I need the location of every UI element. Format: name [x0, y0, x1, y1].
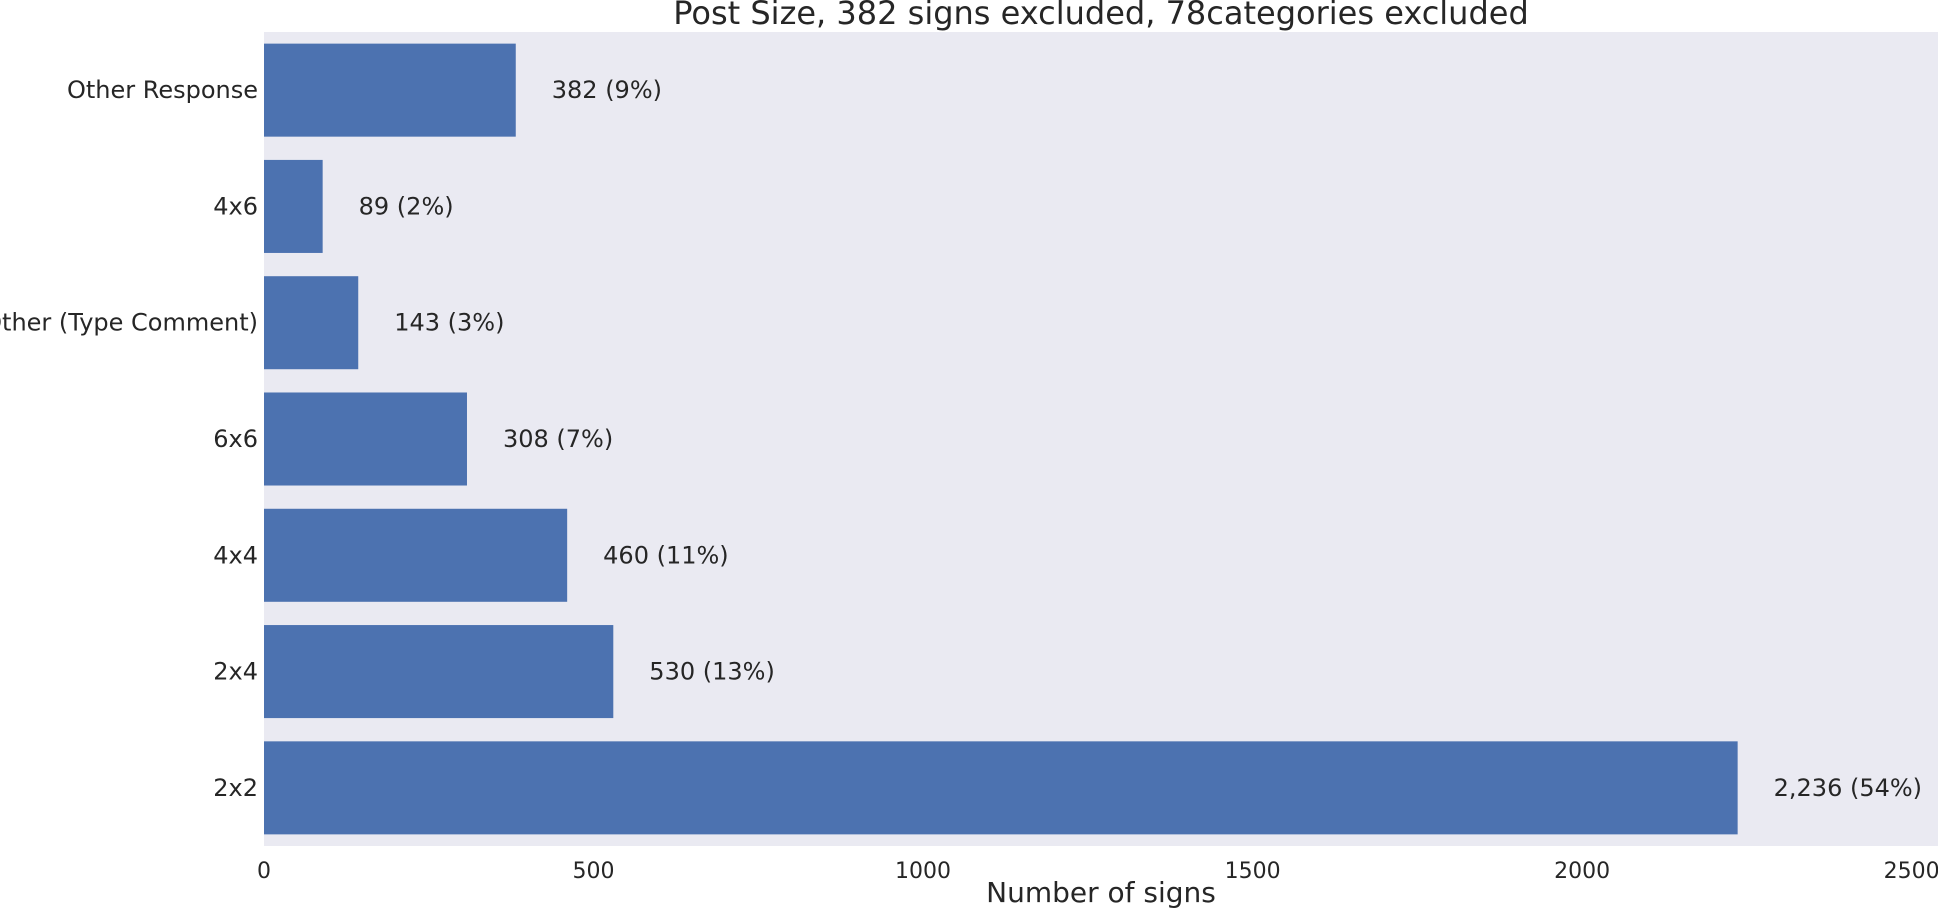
data-labels: 382 (9%) 89 (2%) 143 (3%) 308 (7%) 460 (11%)…: [359, 76, 1922, 802]
bar: [264, 276, 359, 370]
category-label: 2x4: [213, 658, 258, 686]
data-label: 143 (3%): [394, 309, 504, 337]
category-label: 4x6: [213, 192, 258, 220]
x-tick-label: 1500: [1225, 859, 1281, 884]
category-label: 6x6: [213, 425, 258, 453]
bar: [264, 741, 1738, 835]
bar: [264, 159, 323, 253]
data-label: 382 (9%): [552, 76, 662, 104]
chart-title: Post Size, 382 signs excluded, 78categor…: [673, 0, 1529, 32]
data-label: 89 (2%): [359, 192, 454, 220]
category-label: Other Response: [67, 76, 258, 104]
bar: [264, 43, 516, 137]
x-tick-label: 2000: [1554, 859, 1610, 884]
x-axis-label: Number of signs: [986, 876, 1216, 909]
category-label: Other (Type Comment): [0, 309, 258, 337]
bar: [264, 625, 614, 719]
data-label: 530 (13%): [649, 658, 775, 686]
x-tick-label: 1000: [895, 859, 951, 884]
bars: [264, 43, 1738, 835]
data-label: 460 (11%): [603, 541, 729, 569]
bar: [264, 392, 467, 486]
x-axis-ticks: 0 500 1000 1500 2000 2500: [257, 859, 1938, 884]
x-tick-label: 0: [257, 859, 271, 884]
x-tick-label: 500: [573, 859, 615, 884]
bar: [264, 508, 568, 602]
category-labels: Other Response 4x6 Other (Type Comment) 6x6…: [0, 76, 258, 802]
x-tick-label: 2500: [1884, 859, 1938, 884]
category-label: 4x4: [213, 541, 258, 569]
data-label: 308 (7%): [503, 425, 613, 453]
data-label: 2,236 (54%): [1774, 774, 1922, 802]
category-label: 2x2: [213, 774, 258, 802]
